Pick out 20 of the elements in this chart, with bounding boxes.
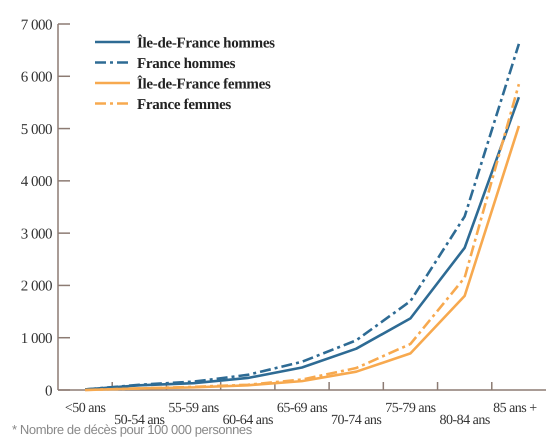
y-tick-label: 3 000 (20, 226, 52, 242)
x-tick-label: 70-74 ans (331, 412, 382, 428)
x-tick-label: 55-59 ans (168, 400, 219, 416)
y-tick-label: 7 000 (20, 17, 52, 34)
legend-label: Île-de-France femmes (137, 74, 271, 92)
y-tick-label: 1 000 (20, 330, 52, 347)
y-tick-label: 2 000 (20, 278, 52, 295)
legend-label: France femmes (137, 96, 232, 113)
y-tick-label: 4 000 (20, 174, 52, 190)
legend-label: Île-de-France hommes (137, 33, 276, 52)
x-tick-label: 60-64 ans (222, 412, 273, 428)
legend-label: France hommes (137, 56, 236, 72)
x-tick-label: 75-79 ans (385, 400, 436, 416)
x-tick-label: 85 ans + (493, 400, 538, 416)
y-tick-label: 5 000 (20, 122, 52, 138)
x-tick-label: 80-84 ans (440, 412, 490, 428)
x-tick-label: 65-69 ans (276, 400, 328, 416)
x-tick-label: <50 ans (64, 400, 106, 416)
y-tick-label: 6 000 (20, 70, 52, 86)
y-tick-label: 0 (45, 383, 52, 400)
